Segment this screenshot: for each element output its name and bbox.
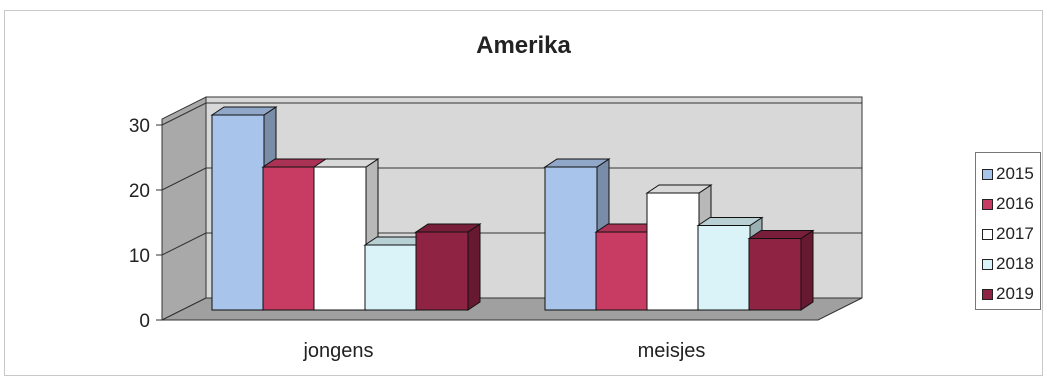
legend-swatch bbox=[982, 228, 993, 240]
bar bbox=[415, 231, 469, 311]
bar bbox=[544, 166, 598, 311]
legend: 2015 2016 2017 2018 2019 bbox=[975, 152, 1041, 310]
legend-swatch bbox=[982, 288, 993, 300]
bar-top bbox=[414, 223, 482, 233]
gridline-side bbox=[161, 167, 207, 191]
legend-item: 2016 bbox=[982, 189, 1040, 219]
legend-label: 2017 bbox=[996, 224, 1034, 243]
legend-label: 2015 bbox=[996, 164, 1034, 183]
legend-swatch bbox=[982, 168, 993, 180]
y-tick-label: 0 bbox=[139, 311, 150, 332]
legend-item: 2019 bbox=[982, 279, 1040, 309]
bar bbox=[595, 231, 649, 311]
gridline-side bbox=[161, 102, 207, 126]
side-wall bbox=[161, 96, 207, 321]
bar-top bbox=[747, 230, 815, 239]
legend-label: 2018 bbox=[996, 254, 1034, 273]
bar-top bbox=[312, 158, 380, 168]
x-category-label: jongens bbox=[302, 340, 373, 362]
chart-title: Amerika bbox=[476, 32, 571, 59]
bar bbox=[697, 225, 751, 311]
bar-top bbox=[696, 217, 764, 226]
legend-swatch bbox=[982, 258, 993, 270]
y-tick-label: 20 bbox=[129, 181, 150, 202]
legend-item: 2015 bbox=[982, 159, 1040, 189]
legend-label: 2016 bbox=[996, 194, 1034, 213]
bar bbox=[364, 244, 418, 311]
legend-item: 2017 bbox=[982, 219, 1040, 249]
bar bbox=[313, 166, 367, 311]
bar-top bbox=[210, 106, 278, 116]
bar-top bbox=[645, 184, 713, 194]
bar bbox=[211, 114, 265, 311]
y-tick-label: 30 bbox=[129, 116, 150, 137]
legend-label: 2019 bbox=[996, 284, 1034, 303]
gridline-side bbox=[161, 232, 207, 256]
x-category-label: meisjes bbox=[638, 340, 706, 362]
bar bbox=[748, 238, 802, 311]
bar-side bbox=[800, 229, 814, 311]
bar bbox=[262, 166, 316, 311]
legend-swatch bbox=[982, 198, 993, 210]
bar-top bbox=[543, 158, 611, 168]
legend-item: 2018 bbox=[982, 249, 1040, 279]
bar bbox=[646, 192, 700, 311]
bar-side bbox=[467, 223, 481, 311]
y-tick-label: 10 bbox=[129, 246, 150, 267]
